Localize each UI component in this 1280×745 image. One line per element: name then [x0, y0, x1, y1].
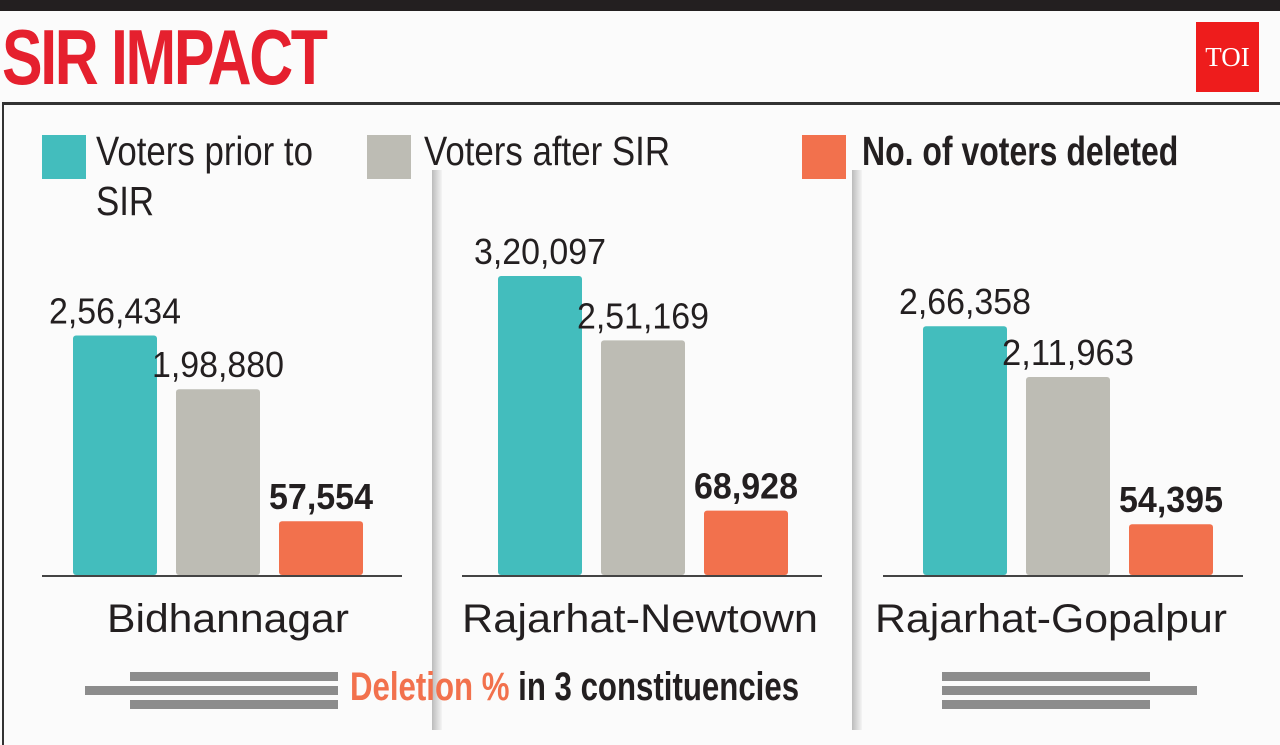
panel-divider: [852, 170, 862, 730]
data-label: 1,98,880: [152, 344, 284, 385]
data-label: 2,66,358: [899, 281, 1031, 322]
footer-stripe: [942, 672, 1150, 681]
bar-1-1: [601, 340, 685, 575]
data-label: 54,395: [1119, 479, 1223, 520]
legend-swatch-after: [367, 135, 411, 179]
bar-2-0: [923, 326, 1007, 575]
panel-divider: [432, 170, 442, 730]
top-bar: [0, 0, 1280, 11]
bar-1-2: [704, 510, 788, 575]
footer-stripe: [942, 686, 1197, 695]
data-label: 2,51,169: [577, 295, 709, 336]
footer-highlight: Deletion %: [350, 665, 510, 709]
bar-0-0: [73, 335, 157, 575]
footer-rest: in 3 constituencies: [509, 665, 800, 709]
legend-label-after: Voters after SIR: [424, 128, 670, 174]
footer-stripe: [942, 700, 1150, 709]
bar-0-2: [279, 521, 363, 575]
legend-label-prior: Voters prior to SIR: [96, 128, 313, 224]
toi-logo: TOI: [1196, 22, 1259, 92]
bar-0-1: [176, 389, 260, 575]
bar-2-2: [1129, 524, 1213, 575]
legend-swatch-deleted: [802, 135, 846, 179]
footer-caption: Deletion % in 3 constituencies: [350, 665, 799, 710]
data-label: 57,554: [269, 476, 373, 517]
legend-label-deleted: No. of voters deleted: [862, 128, 1179, 174]
data-label: 2,56,434: [49, 290, 181, 331]
data-label: 3,20,097: [474, 231, 606, 272]
category-label: Bidhannagar: [107, 597, 349, 641]
bar-2-1: [1026, 377, 1110, 575]
category-label: Rajarhat-Gopalpur: [875, 597, 1227, 641]
bar-1-0: [498, 276, 582, 575]
bar-chart: 2,56,434 1,98,880 57,554 Bidhannagar 3,20,09…: [42, 231, 1243, 641]
chart-frame: [2, 102, 1280, 745]
data-label: 68,928: [694, 466, 798, 507]
data-label: 2,11,963: [1002, 332, 1134, 373]
category-label: Rajarhat-Newtown: [462, 597, 818, 641]
footer-stripe: [130, 672, 338, 681]
footer-stripe: [85, 686, 338, 695]
legend-swatch-prior: [42, 135, 86, 179]
footer-stripe: [130, 700, 338, 709]
chart-title: SIR IMPACT: [2, 13, 328, 101]
